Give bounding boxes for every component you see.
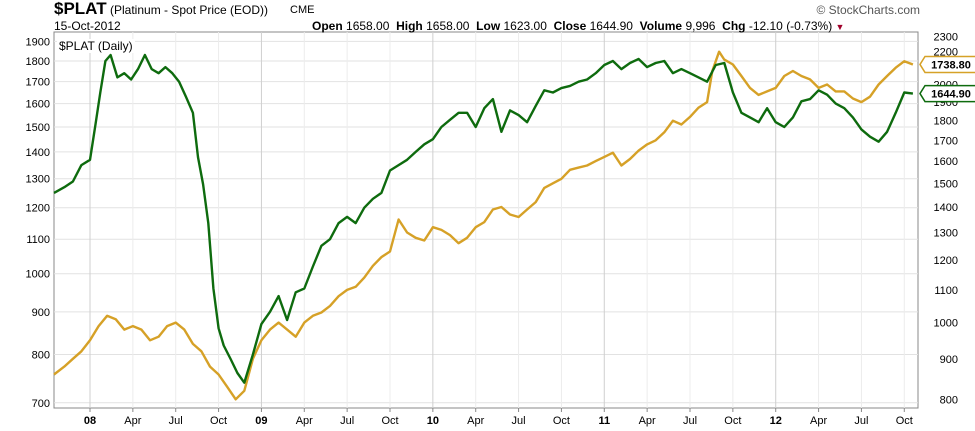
y-tick-label-left: 1200 [26, 203, 50, 215]
high-value: 1658.00 [426, 19, 470, 33]
y-tick-label-right: 800 [940, 394, 958, 406]
x-tick-label: 08 [84, 415, 96, 427]
y-tick-label-right: 2300 [934, 31, 958, 43]
close-value: 1644.90 [589, 19, 633, 33]
open-value: 1658.00 [346, 19, 390, 33]
high-label: High [396, 19, 423, 33]
y-tick-label-right: 1100 [934, 285, 958, 297]
y-tick-label-left: 1800 [26, 56, 50, 68]
grid-lines [54, 32, 918, 408]
x-tick-label: 12 [770, 415, 782, 427]
y-tick-label-right: 1400 [934, 202, 958, 214]
x-axis: 08 Apr Jul Oct 09 Apr Jul Oct 10 Apr Jul Oct 11 Apr Ju… [84, 408, 913, 427]
y-tick-label-right: 900 [940, 354, 958, 366]
last-value-text: 1738.80 [931, 59, 971, 71]
last-value-text: 1644.90 [931, 89, 971, 101]
x-tick-label: Jul [512, 415, 526, 427]
left-y-axis: 700 800 900 1000 1100 1200 1300 1400 1500 1600 170… [26, 36, 50, 409]
y-tick-label-right: 1500 [934, 178, 958, 190]
y-tick-label-left: 800 [32, 349, 50, 361]
last-value-badge [919, 55, 975, 74]
y-tick-label-right: 1600 [934, 156, 958, 168]
brand-link[interactable]: © StockCharts.com [816, 3, 920, 17]
y-tick-label-right: 1300 [934, 227, 958, 239]
x-tick-label: Oct [381, 415, 398, 427]
ohlc-bar: Open 1658.00 High 1658.00 Low 1623.00 Cl… [312, 19, 844, 33]
y-tick-label-left: 1500 [26, 122, 50, 134]
series-line [53, 53, 914, 384]
y-tick-label-left: 700 [32, 398, 50, 410]
series-label: $PLAT (Daily) [57, 39, 135, 53]
x-tick-label: Apr [124, 415, 141, 427]
y-tick-label-left: 1000 [26, 269, 50, 281]
x-tick-label: Apr [639, 415, 656, 427]
x-tick-label: Jul [169, 415, 183, 427]
chg-value: -12.10 (-0.73%) [748, 19, 833, 33]
close-label: Close [553, 19, 587, 33]
exchange-label: CME [290, 4, 315, 16]
open-label: Open [312, 19, 343, 33]
x-tick-label: Jul [854, 415, 868, 427]
y-tick-label-left: 1700 [26, 77, 50, 89]
low-label: Low [476, 19, 501, 33]
y-tick-label-left: 1300 [26, 174, 50, 186]
chg-label: Chg [722, 19, 746, 33]
x-tick-label: Oct [210, 415, 227, 427]
symbol-title: $PLAT [54, 0, 107, 18]
y-tick-label-right: 1700 [934, 135, 958, 147]
y-tick-label-left: 1400 [26, 147, 50, 159]
low-value: 1623.00 [503, 19, 547, 33]
x-tick-label: 09 [255, 415, 267, 427]
y-tick-label-right: 1000 [934, 318, 958, 330]
x-tick-label: Apr [810, 415, 827, 427]
y-tick-label-left: 900 [32, 307, 50, 319]
y-tick-label-left: 1100 [26, 234, 50, 246]
series-group [53, 50, 914, 401]
last-value-labels: 1644.90 1738.80 [919, 55, 975, 103]
y-tick-label-left: 1900 [26, 36, 50, 48]
x-tick-label: 11 [598, 415, 610, 427]
volume-value: 9,996 [685, 19, 716, 33]
x-tick-label: Apr [467, 415, 484, 427]
x-tick-label: Oct [553, 415, 570, 427]
x-tick-label: Jul [683, 415, 697, 427]
symbol-description: (Platinum - Spot Price (EOD)) [110, 3, 269, 17]
y-tick-label-right: 1800 [934, 116, 958, 128]
quote-date: 15-Oct-2012 [54, 19, 121, 33]
x-tick-label: 10 [427, 415, 439, 427]
x-tick-label: Apr [296, 415, 313, 427]
y-tick-label-left: 1600 [26, 99, 50, 111]
x-tick-label: Jul [340, 415, 354, 427]
down-arrow-icon: ▼ [835, 22, 845, 32]
x-tick-label: Oct [896, 415, 913, 427]
series-line [53, 50, 914, 401]
x-tick-label: Oct [724, 415, 741, 427]
volume-label: Volume [639, 19, 683, 33]
last-value-badge [919, 84, 975, 103]
y-tick-label-right: 1200 [934, 255, 958, 267]
